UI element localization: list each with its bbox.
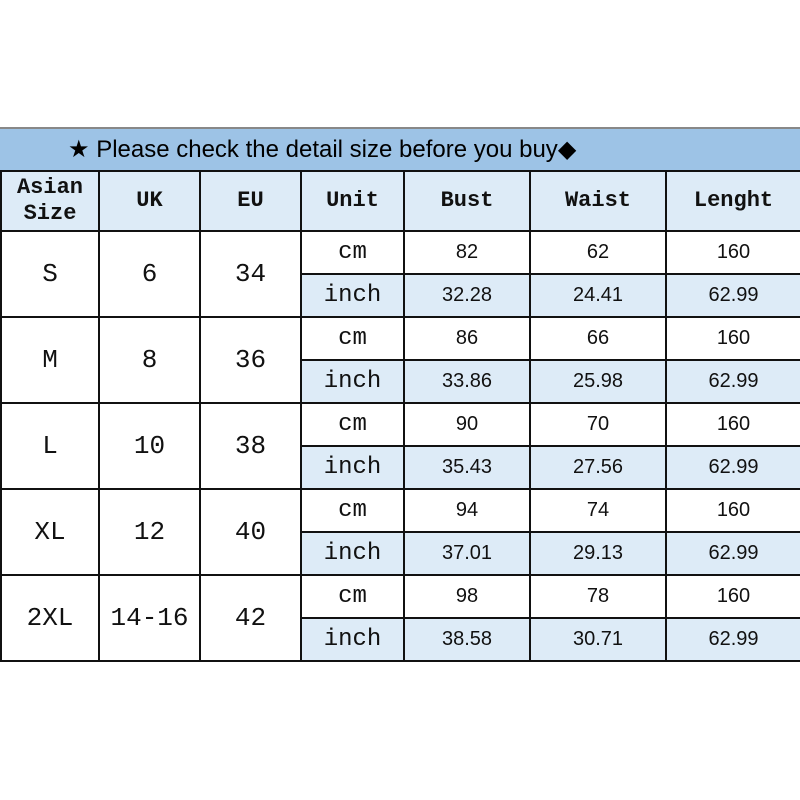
bust-cell: 32.28 [403, 273, 531, 318]
length-cell: 62.99 [665, 273, 800, 318]
unit-cell: inch [300, 359, 405, 404]
asian-size-cell: S [0, 230, 100, 318]
asian-size-cell: L [0, 402, 100, 490]
uk-size-cell: 14-16 [98, 574, 201, 662]
bust-cell: 35.43 [403, 445, 531, 490]
unit-cell: cm [300, 316, 405, 361]
bust-cell: 94 [403, 488, 531, 533]
length-cell: 62.99 [665, 617, 800, 662]
length-cell: 160 [665, 402, 800, 447]
uk-size-cell: 10 [98, 402, 201, 490]
bust-cell: 98 [403, 574, 531, 619]
table-row-inch: inch 32.28 24.41 62.99 [1, 273, 800, 318]
table-row-cm: L 10 38 cm 90 70 160 [0, 402, 800, 490]
unit-cell: inch [300, 445, 405, 490]
unit-cell: inch [300, 617, 405, 662]
table-row-cm: 2XL 14-16 42 cm 98 78 160 [0, 574, 800, 662]
uk-size-cell: 12 [98, 488, 201, 576]
eu-size-cell: 38 [199, 402, 302, 490]
asian-size-cell: M [0, 316, 100, 404]
header-length: Lenght [665, 170, 800, 232]
header-uk: UK [98, 170, 201, 232]
eu-size-cell: 34 [199, 230, 302, 318]
unit-cell: inch [300, 531, 405, 576]
length-cell: 160 [665, 574, 800, 619]
table-row-cm: M 8 36 cm 86 66 160 [0, 316, 800, 404]
waist-cell: 30.71 [529, 617, 667, 662]
table-row-cm: S 6 34 cm 82 62 160 [0, 230, 800, 318]
header-bust: Bust [403, 170, 531, 232]
bust-cell: 86 [403, 316, 531, 361]
waist-cell: 62 [529, 230, 667, 275]
table-row-inch: inch 33.86 25.98 62.99 [1, 359, 800, 404]
header-row: Asian Size UK EU Unit Bust Waist Lenght [0, 170, 800, 232]
length-cell: 62.99 [665, 445, 800, 490]
bust-cell: 90 [403, 402, 531, 447]
bust-cell: 37.01 [403, 531, 531, 576]
eu-size-cell: 42 [199, 574, 302, 662]
waist-cell: 24.41 [529, 273, 667, 318]
waist-cell: 25.98 [529, 359, 667, 404]
bust-cell: 82 [403, 230, 531, 275]
waist-cell: 74 [529, 488, 667, 533]
header-unit: Unit [300, 170, 405, 232]
table-row-cm: XL 12 40 cm 94 74 160 [0, 488, 800, 576]
diamond-icon: ◆ [557, 136, 577, 163]
bust-cell: 33.86 [403, 359, 531, 404]
waist-cell: 29.13 [529, 531, 667, 576]
bust-cell: 38.58 [403, 617, 531, 662]
waist-cell: 70 [529, 402, 667, 447]
star-icon: ★ [68, 136, 90, 163]
table-row-inch: inch 37.01 29.13 62.99 [1, 531, 800, 576]
header-waist: Waist [529, 170, 667, 232]
uk-size-cell: 6 [98, 230, 201, 318]
eu-size-cell: 36 [199, 316, 302, 404]
eu-size-cell: 40 [199, 488, 302, 576]
unit-cell: cm [300, 574, 405, 619]
uk-size-cell: 8 [98, 316, 201, 404]
table-row-inch: inch 35.43 27.56 62.99 [1, 445, 800, 490]
length-cell: 160 [665, 230, 800, 275]
table-row-inch: inch 38.58 30.71 62.99 [1, 617, 800, 662]
unit-cell: cm [300, 488, 405, 533]
header-asian-size: Asian Size [0, 170, 100, 232]
waist-cell: 66 [529, 316, 667, 361]
length-cell: 160 [665, 488, 800, 533]
header-eu: EU [199, 170, 302, 232]
waist-cell: 78 [529, 574, 667, 619]
length-cell: 62.99 [665, 359, 800, 404]
unit-cell: cm [300, 230, 405, 275]
length-cell: 62.99 [665, 531, 800, 576]
banner-title: ★ Please check the detail size before yo… [0, 127, 800, 170]
asian-size-cell: XL [0, 488, 100, 576]
unit-cell: cm [300, 402, 405, 447]
banner-text: Please check the detail size before you … [96, 136, 558, 163]
asian-size-cell: 2XL [0, 574, 100, 662]
size-chart-table: Asian Size UK EU Unit Bust Waist Lenght … [0, 170, 800, 662]
length-cell: 160 [665, 316, 800, 361]
waist-cell: 27.56 [529, 445, 667, 490]
unit-cell: inch [300, 273, 405, 318]
